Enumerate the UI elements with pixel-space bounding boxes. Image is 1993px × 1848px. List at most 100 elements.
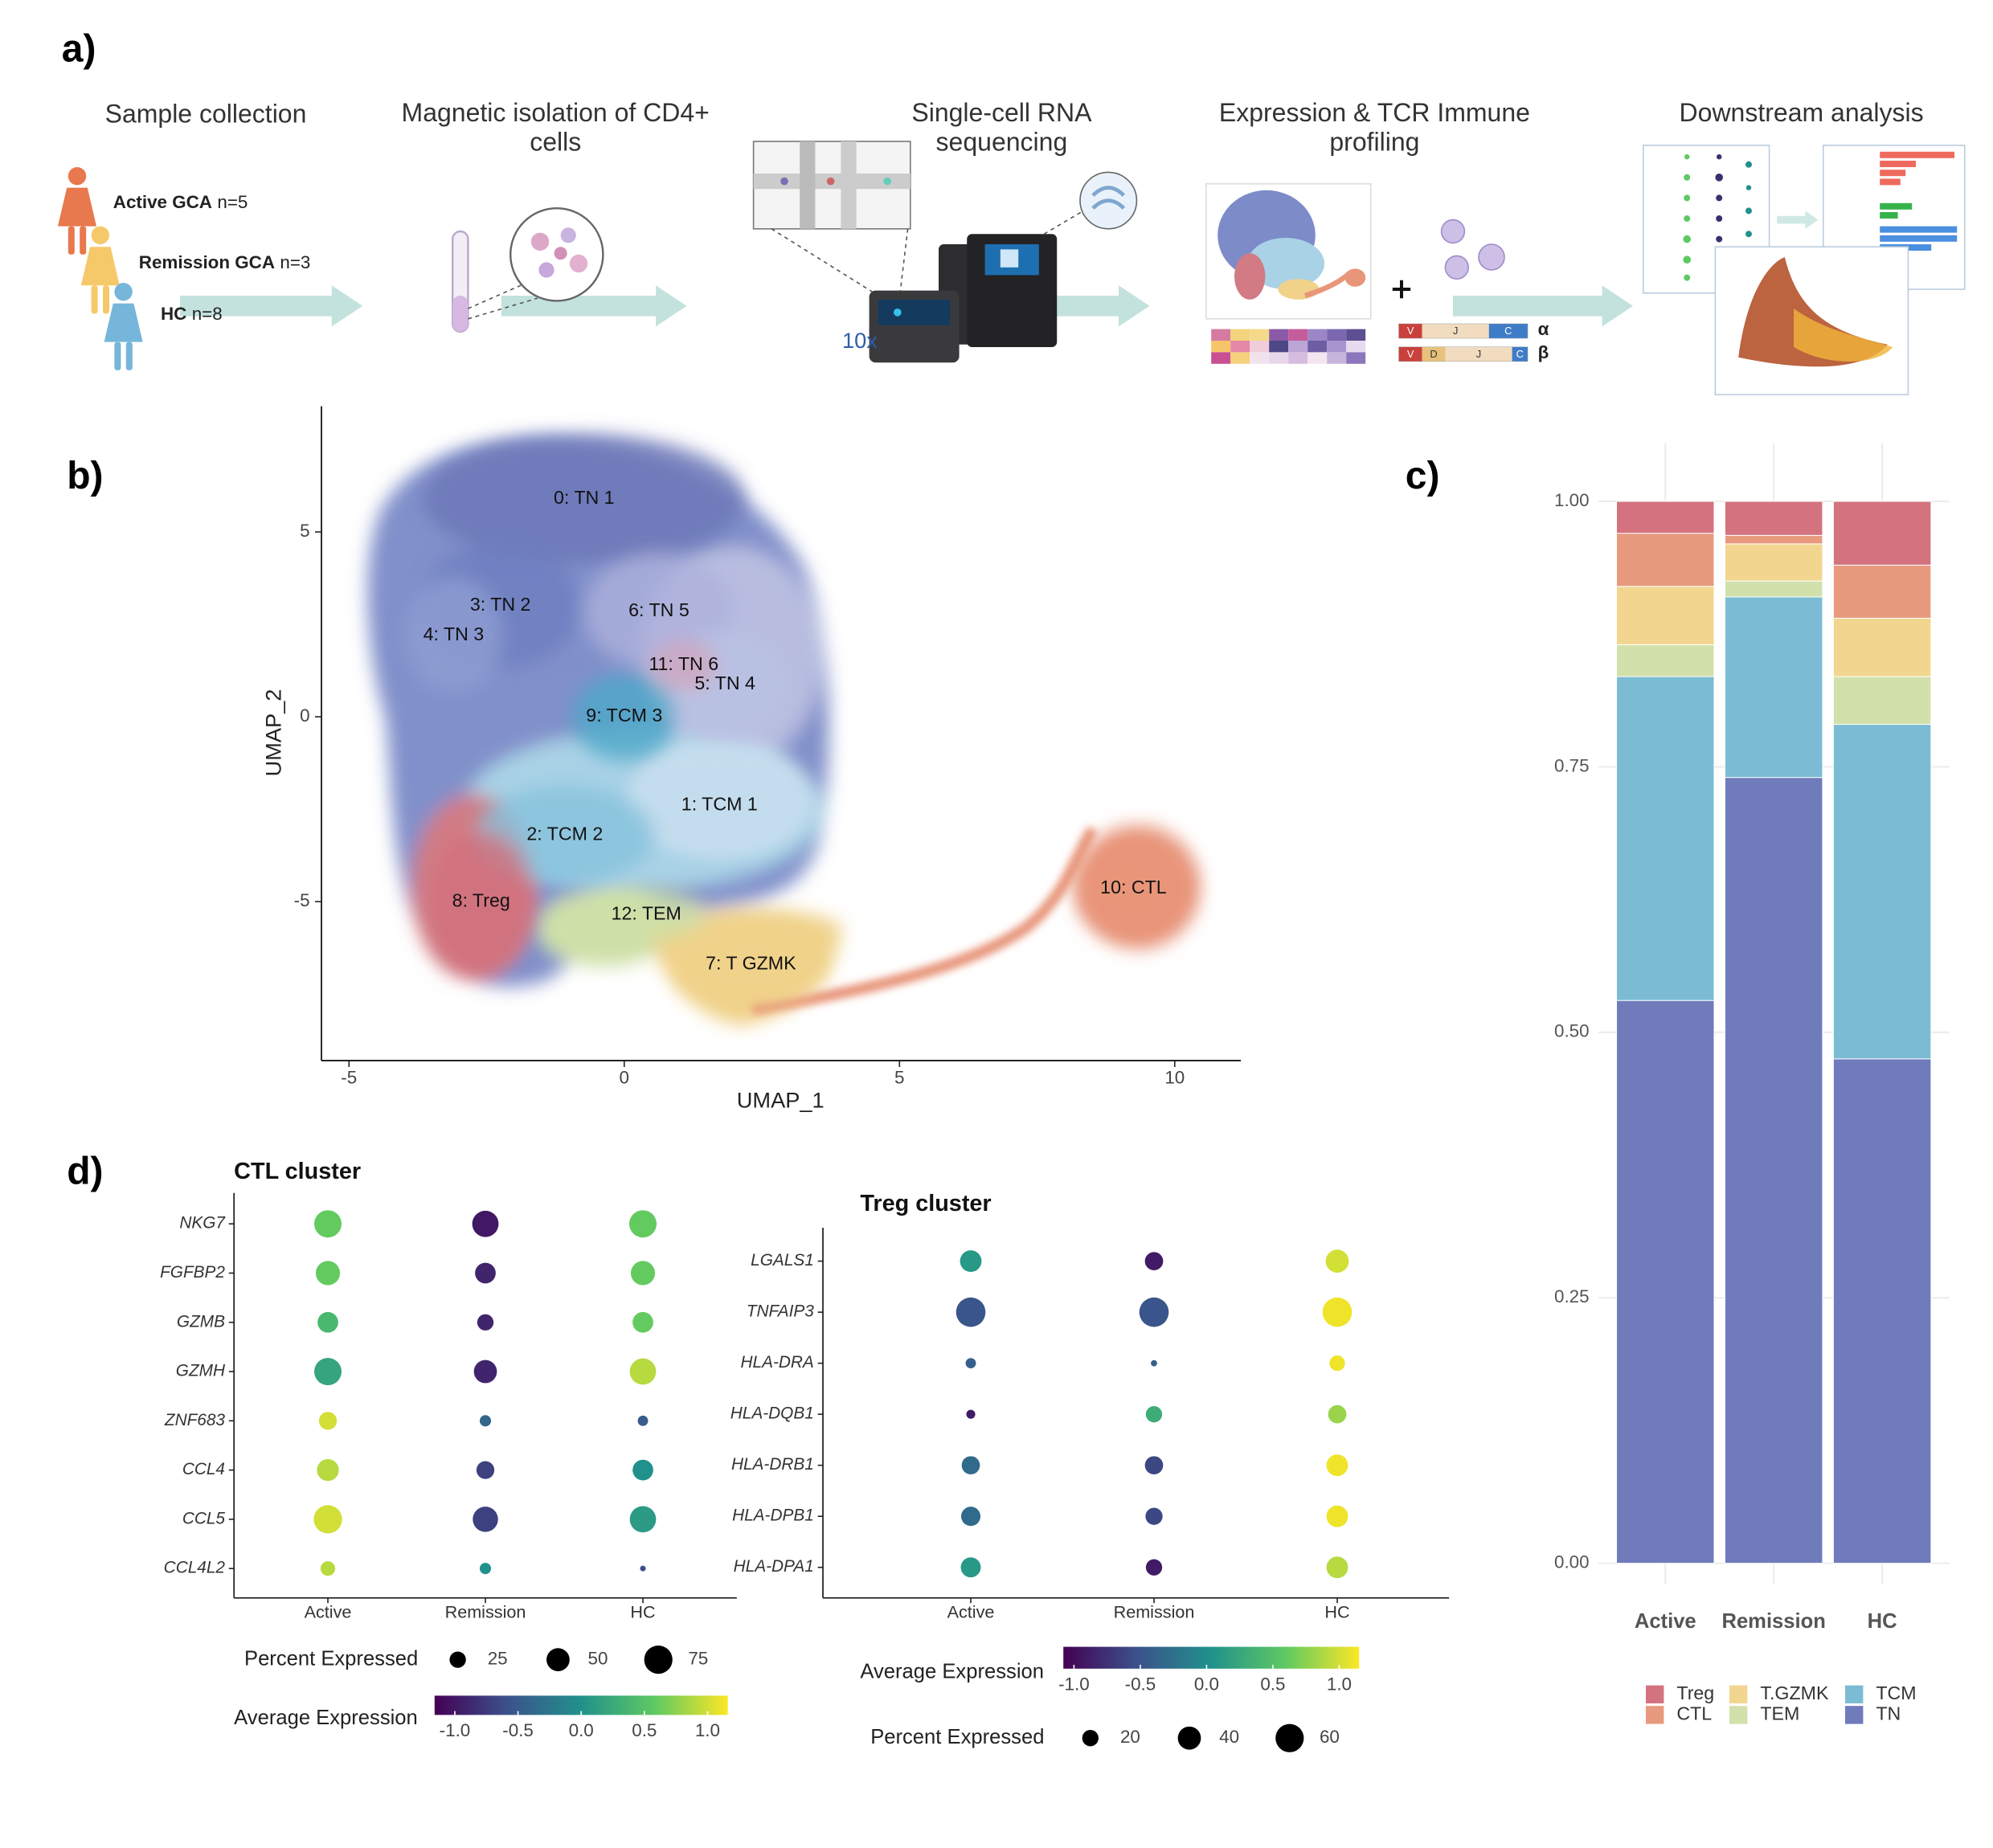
tcr-segment-label: C xyxy=(1516,348,1524,360)
dot xyxy=(629,1358,657,1385)
gene-label: NKG7 xyxy=(179,1214,226,1233)
dot xyxy=(1139,1297,1169,1327)
bar-segment xyxy=(1616,676,1715,1001)
umap-thumbnail xyxy=(1205,183,1372,320)
colorbar-tick-label: 0.0 xyxy=(1194,1674,1219,1695)
y-tick-label: 0.75 xyxy=(1554,755,1590,775)
tcr-segment xyxy=(1398,347,1422,362)
dot xyxy=(1144,1456,1164,1475)
step-title: Single-cell RNA xyxy=(911,98,1092,127)
legend-swatch xyxy=(1845,1706,1864,1724)
group-name: HC xyxy=(161,304,186,324)
legend-label: T.GZMK xyxy=(1760,1682,1829,1703)
legend-swatch xyxy=(1845,1685,1864,1703)
group-label: Active xyxy=(947,1602,995,1622)
dot xyxy=(960,1507,981,1527)
dot xyxy=(1328,1404,1347,1424)
cluster-blob xyxy=(673,923,829,1006)
group-label: Remission GCA n=3 xyxy=(139,252,311,272)
colorbar-tick-label: 0.5 xyxy=(1260,1674,1285,1695)
dot xyxy=(473,1359,497,1384)
bar-segment xyxy=(1725,580,1823,598)
legend-swatch xyxy=(1646,1685,1664,1703)
bar-segment xyxy=(1616,533,1715,587)
dot xyxy=(640,1565,646,1572)
group-n: n=5 xyxy=(217,192,248,212)
colorbar xyxy=(1063,1646,1360,1669)
bar-segment xyxy=(1832,676,1932,726)
dot xyxy=(1145,1405,1163,1423)
dot xyxy=(1326,1505,1348,1527)
cluster-label: 10: CTL xyxy=(1100,877,1167,897)
dot xyxy=(956,1297,986,1327)
dot xyxy=(479,1563,492,1575)
cluster-blob xyxy=(572,673,676,761)
cluster-label: 12: TEM xyxy=(612,902,681,923)
cluster-blob xyxy=(629,756,810,855)
group-label: HC xyxy=(630,1602,655,1622)
gene-label: HLA-DPA1 xyxy=(734,1557,814,1576)
legend-label: TCM xyxy=(1876,1682,1916,1703)
size-legend-dot xyxy=(1082,1730,1099,1747)
size-legend-label: 75 xyxy=(688,1649,708,1669)
step-title: cells xyxy=(530,128,581,157)
dot xyxy=(473,1507,498,1532)
group-label: Remission xyxy=(1114,1602,1195,1622)
y-tick-label: -5 xyxy=(294,890,310,910)
panel-label: b) xyxy=(67,455,103,497)
dot xyxy=(472,1210,499,1237)
dot xyxy=(961,1456,980,1475)
dot xyxy=(320,1561,336,1576)
downstream-thumbnails xyxy=(1643,145,1966,396)
dot-plot-title: Treg cluster xyxy=(860,1191,991,1216)
dot xyxy=(1151,1359,1157,1367)
y-axis-title: UMAP_2 xyxy=(261,689,286,777)
dot xyxy=(1322,1297,1353,1327)
tcr-segment xyxy=(1398,324,1422,338)
x-tick-label: 0 xyxy=(620,1067,629,1087)
dot-plots: CTL cluster NKG7 FGFBP2 GZMB GZMH ZNF683 CCL4 C… xyxy=(160,1159,1450,1752)
x-axis-title: UMAP_1 xyxy=(737,1087,825,1112)
tcr-segment-label: C xyxy=(1504,325,1512,337)
brand: 10x xyxy=(842,328,878,353)
cluster-label: 7: T GZMK xyxy=(706,952,796,973)
gene-label: CCL4L2 xyxy=(164,1559,226,1577)
size-legend-dot xyxy=(546,1648,570,1671)
bar-segment xyxy=(1832,617,1932,677)
dot-plot-title: CTL cluster xyxy=(234,1159,361,1184)
bar-segment xyxy=(1832,1058,1932,1564)
dot xyxy=(1144,1252,1164,1270)
legend-label: TEM xyxy=(1760,1703,1799,1724)
size-legend-title: Percent Expressed xyxy=(244,1647,418,1670)
step-title: Expression & TCR Immune xyxy=(1219,98,1530,127)
step-title: profiling xyxy=(1329,128,1419,157)
dot xyxy=(960,1250,982,1273)
dot xyxy=(313,1358,342,1386)
legend-swatch xyxy=(1646,1706,1664,1724)
gene-label: ZNF683 xyxy=(164,1411,226,1429)
legend-swatch xyxy=(1729,1706,1748,1724)
dot xyxy=(630,1261,656,1286)
x-tick-label: -5 xyxy=(341,1067,357,1087)
cluster-blob xyxy=(429,831,533,973)
x-tick-label: Remission xyxy=(1721,1610,1825,1633)
tcr-segment xyxy=(1512,347,1528,362)
dot xyxy=(628,1210,657,1238)
cluster-label: 8: Treg xyxy=(452,889,510,910)
tcr-chain-label: α xyxy=(1538,319,1549,339)
step-title: sequencing xyxy=(936,128,1068,157)
colorbar-tick-label: -1.0 xyxy=(1058,1674,1090,1695)
stacked-bar-chart: 0.00 0.25 0.50 0.75 1.00 Active Remission HC Tre… xyxy=(1554,443,1950,1724)
cluster-blob xyxy=(587,889,706,941)
size-legend-dot xyxy=(449,1651,466,1668)
dot xyxy=(1326,1556,1348,1579)
dot xyxy=(317,1311,338,1333)
dot xyxy=(629,1506,657,1533)
cluster-blobs xyxy=(404,434,1190,1006)
bar-segment xyxy=(1725,777,1823,1564)
x-tick-label: 10 xyxy=(1164,1067,1185,1087)
legend-label: Treg xyxy=(1676,1682,1714,1703)
bar-segment xyxy=(1725,534,1823,545)
tcr-segment-label: J xyxy=(1453,325,1458,337)
arrows xyxy=(180,211,1819,327)
